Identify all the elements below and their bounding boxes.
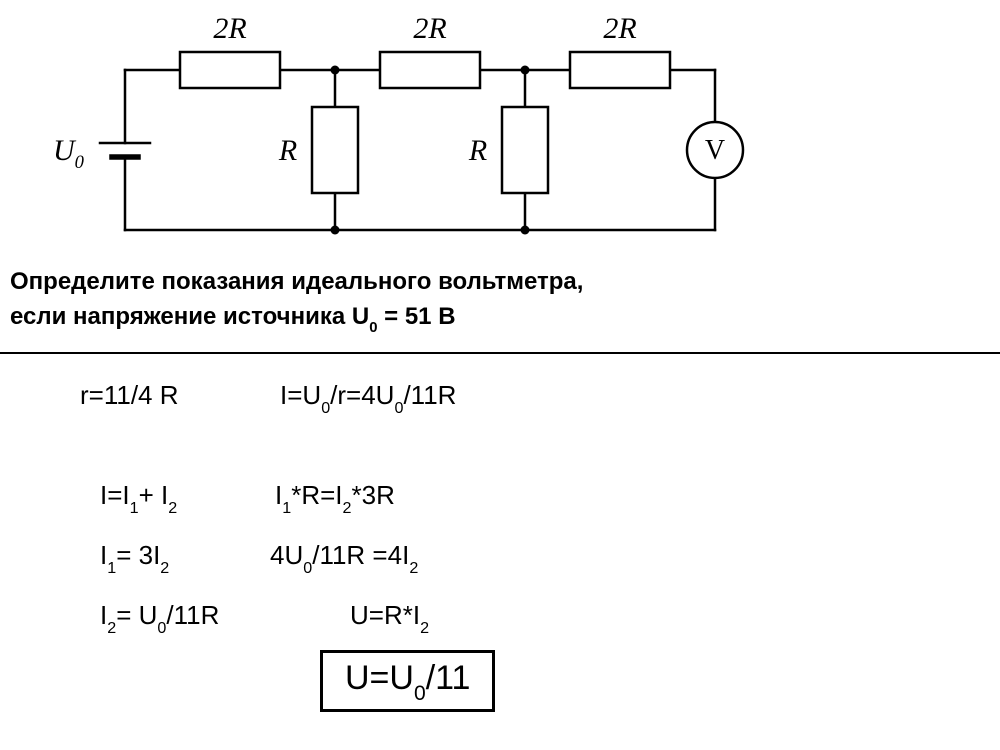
eq-u: U=R*I2 — [350, 600, 429, 635]
eq-kvl: I1*R=I2*3R — [275, 480, 395, 515]
answer-box: U=U0/11 — [320, 650, 495, 712]
svg-text:2R: 2R — [603, 12, 636, 45]
svg-text:R: R — [278, 134, 297, 167]
problem-line1: Определите показания идеального вольтмет… — [10, 268, 583, 295]
svg-text:V: V — [705, 135, 725, 166]
problem-line2b: = 51 В — [377, 303, 455, 330]
eq-i-total: I=U0/r=4U0/11R — [280, 380, 456, 415]
divider-rule — [0, 352, 1000, 354]
eq-r-total: r=11/4 R — [80, 380, 179, 411]
svg-text:U0: U0 — [53, 134, 85, 173]
problem-sub0: 0 — [369, 320, 377, 336]
svg-text:2R: 2R — [213, 12, 246, 45]
eq-solve: 4U0/11R =4I2 — [270, 540, 418, 575]
svg-text:2R: 2R — [413, 12, 446, 45]
problem-line2a: если напряжение источника U — [10, 303, 369, 330]
circuit-diagram: 2R 2R 2R R R V U0 — [35, 0, 755, 260]
eq-kcl: I=I1+ I2 — [100, 480, 177, 515]
eq-i2: I2= U0/11R — [100, 600, 219, 635]
eq-i1: I1= 3I2 — [100, 540, 169, 575]
problem-statement: Определите показания идеального вольтмет… — [10, 265, 583, 337]
svg-text:R: R — [468, 134, 487, 167]
